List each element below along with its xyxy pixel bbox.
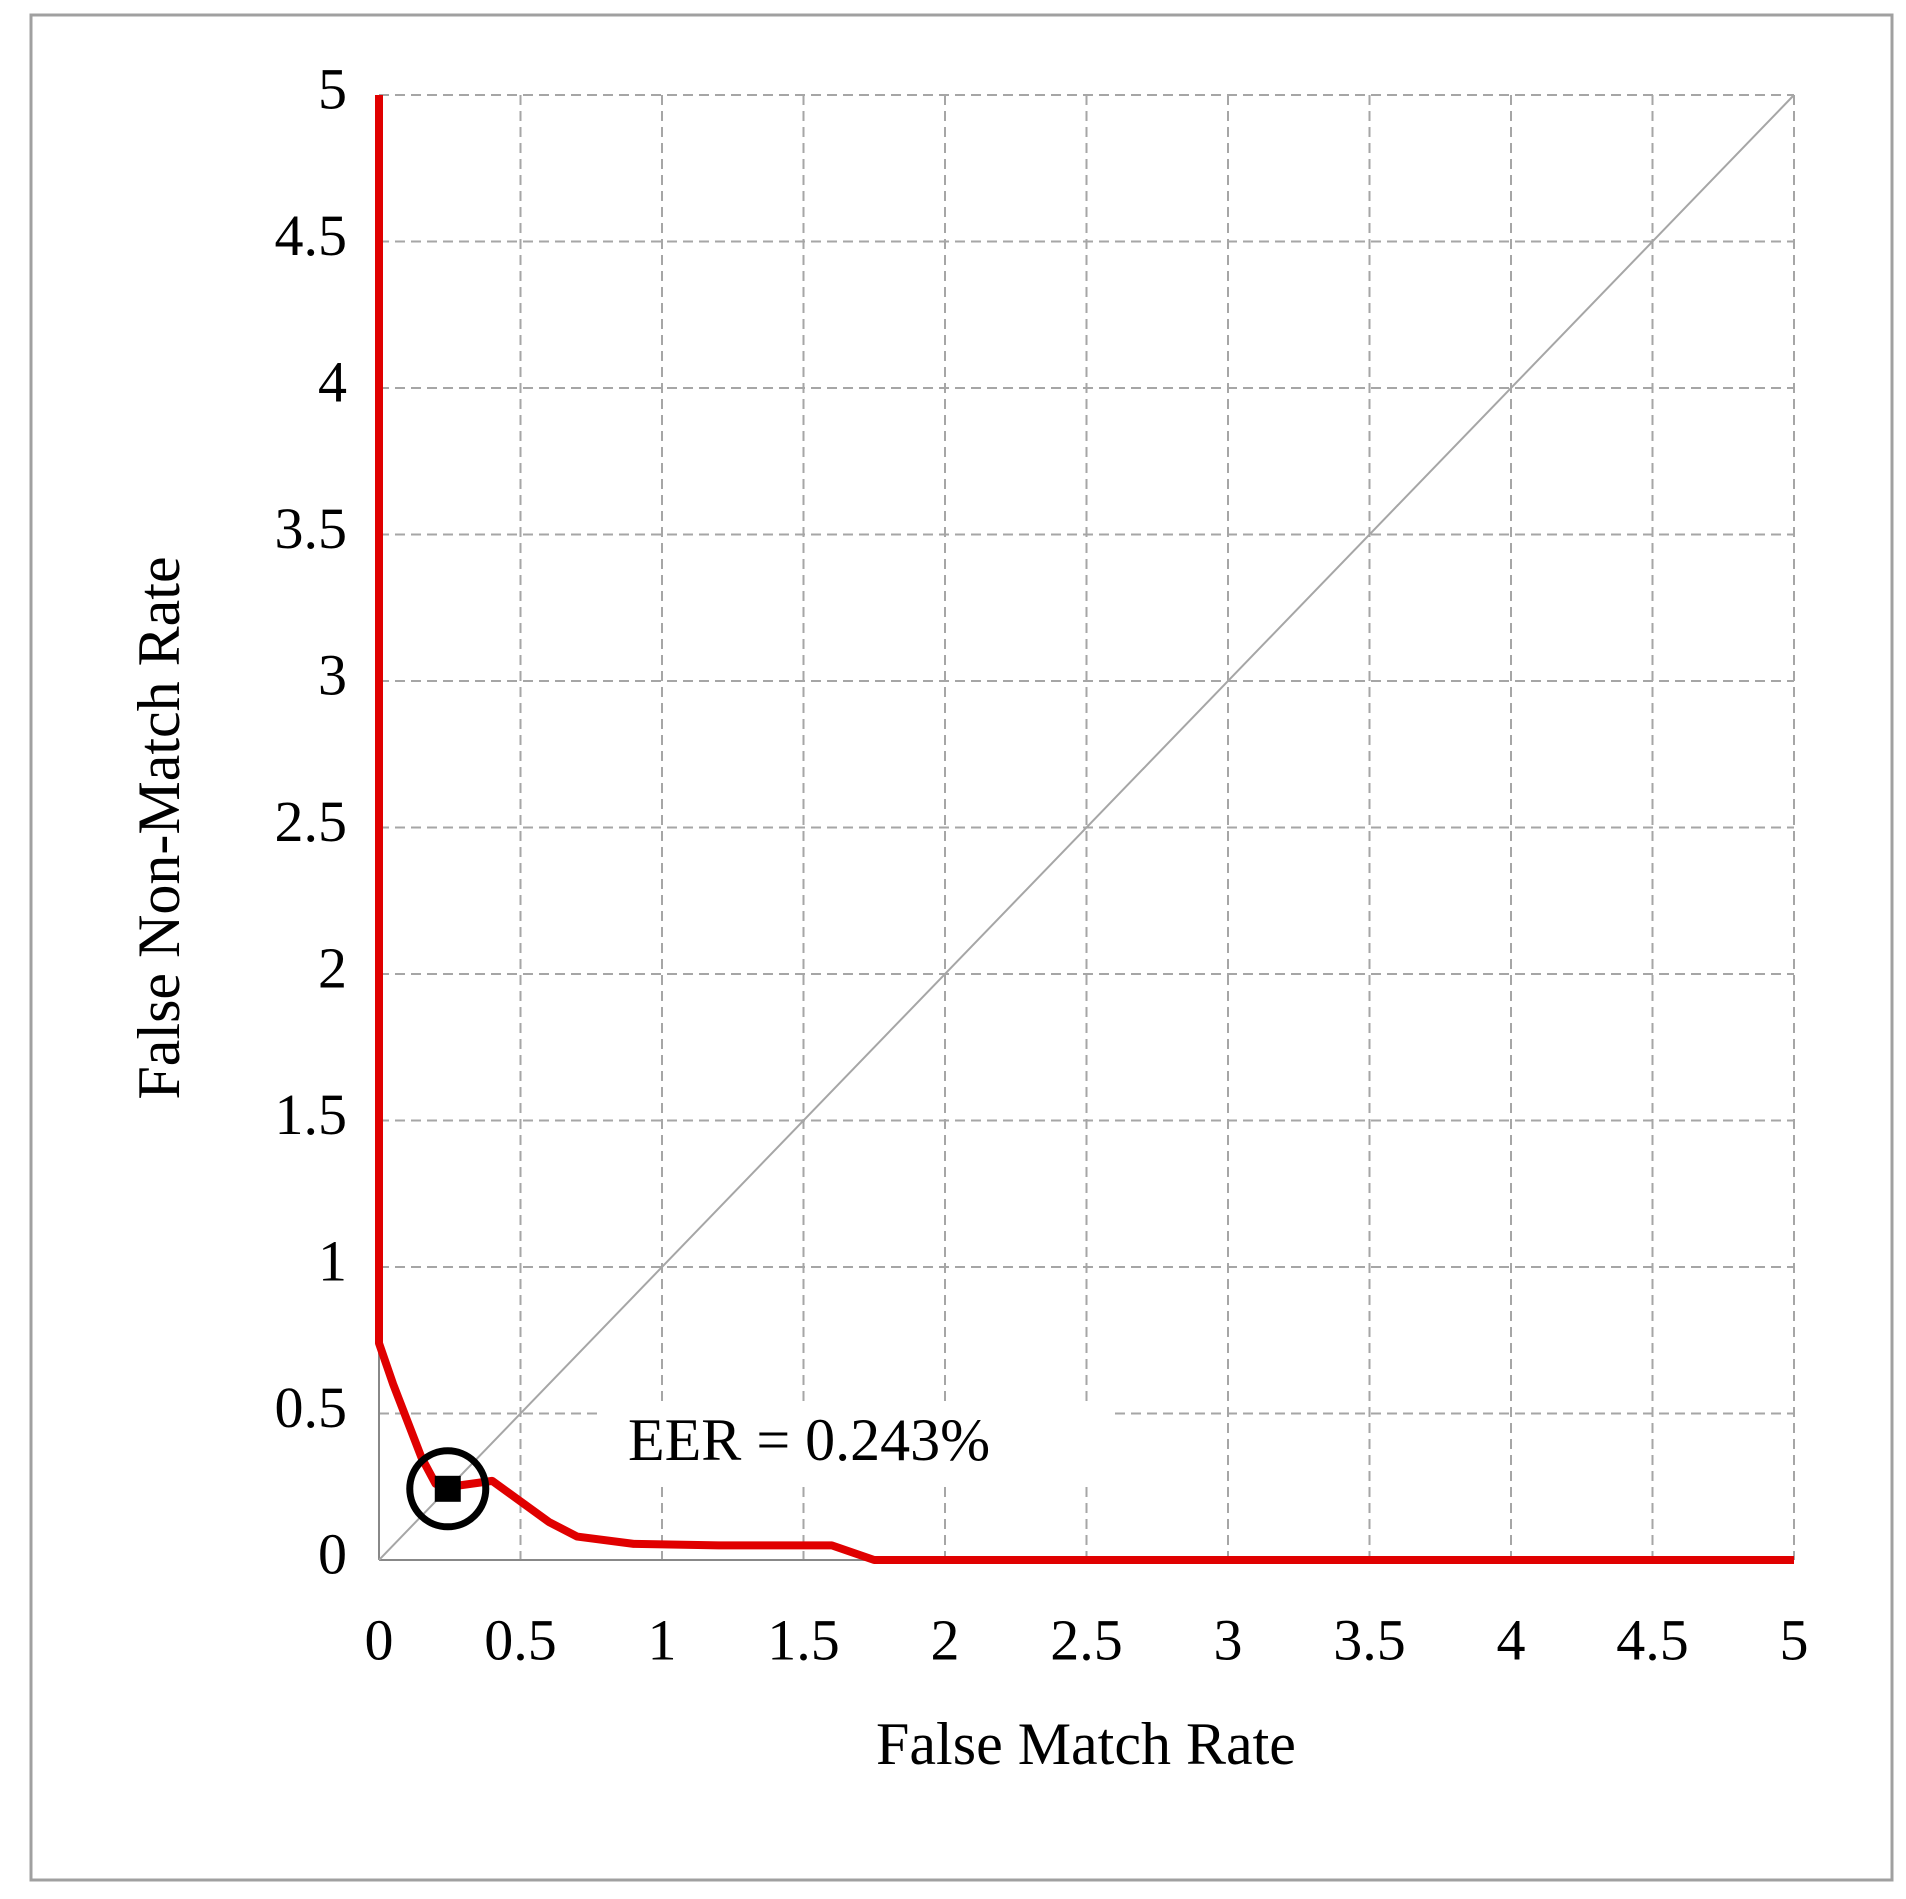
- y-tick-label: 1: [318, 1228, 347, 1293]
- chart-border: [29, 13, 1894, 1882]
- x-tick-label: 1: [648, 1607, 677, 1672]
- eer-marker: [434, 1475, 461, 1502]
- x-tick-label: 3.5: [1333, 1607, 1406, 1672]
- x-tick-label: 2.5: [1050, 1607, 1123, 1672]
- x-tick-label: 4.5: [1616, 1607, 1689, 1672]
- y-tick-label: 0.5: [275, 1375, 348, 1440]
- y-tick-label: 1.5: [275, 1082, 348, 1147]
- annotation: EER = 0.243%: [628, 1407, 990, 1473]
- y-tick-label: 4.5: [275, 203, 348, 268]
- x-tick-label: 3: [1214, 1607, 1243, 1672]
- x-tick-label: 0: [365, 1607, 394, 1672]
- x-tick-label: 1.5: [767, 1607, 840, 1672]
- x-axis-label: False Match Rate: [876, 1711, 1296, 1777]
- y-tick-label: 5: [318, 56, 347, 121]
- y-tick-label: 3: [318, 642, 347, 707]
- y-axis-label: False Non-Match Rate: [126, 556, 192, 1099]
- eer-circle: [406, 1447, 490, 1531]
- x-tick-label: 5: [1780, 1607, 1809, 1672]
- x-tick-label: 0.5: [484, 1607, 557, 1672]
- y-tick-label: 2: [318, 935, 347, 1000]
- series-line: [378, 94, 1795, 1561]
- y-tick-label: 2.5: [275, 789, 348, 854]
- x-tick-label: 4: [1497, 1607, 1526, 1672]
- annotation-bg: [600, 1405, 1110, 1485]
- y-tick-label: 0: [318, 1521, 347, 1586]
- series-line: [375, 95, 1794, 1564]
- x-tick-label: 2: [931, 1607, 960, 1672]
- y-tick-label: 3.5: [275, 496, 348, 561]
- y-tick-label: 4: [318, 349, 347, 414]
